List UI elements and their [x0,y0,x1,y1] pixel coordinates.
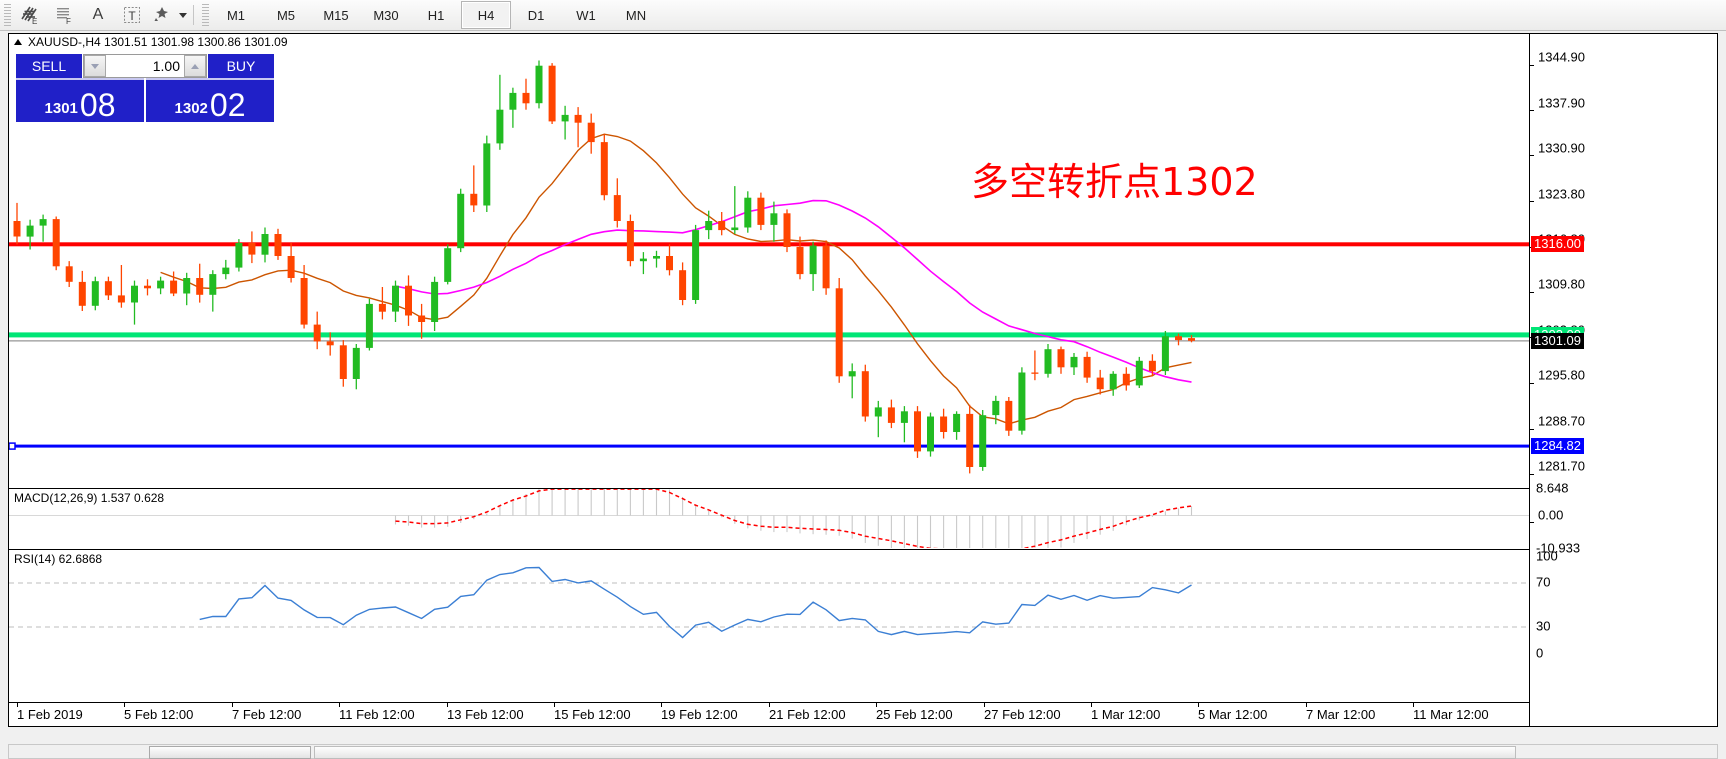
rsi-plot [9,566,1529,639]
volume-input[interactable]: 1.00 [83,54,207,78]
ask-price-prefix: 1302 [174,100,208,117]
volume-increment-button[interactable] [184,55,206,77]
macd-tick: 0.00 [1530,507,1563,530]
time-tick: 7 Feb 12:00 [232,702,301,722]
bid-price-pips: 08 [79,87,116,123]
fibonacci-icon[interactable]: F [47,2,81,28]
candlestick-plot [9,60,1529,474]
timeframe-h4-button[interactable]: H4 [461,1,511,29]
symbol-ohlc-text: XAUUSD-,H4 1301.51 1301.98 1300.86 1301.… [28,35,288,49]
macd-tick: 8.648 [1536,480,1569,496]
main-toolbar: E F A T [0,0,1726,31]
timeframe-m5-button[interactable]: M5 [276,7,296,23]
svg-text:T: T [128,9,136,23]
time-tick: 25 Feb 12:00 [876,702,953,722]
bid-price-panel[interactable]: 1301 08 [16,78,144,122]
order-level-badge[interactable]: 1284.82 [1531,438,1584,455]
time-tick: 11 Feb 12:00 [339,702,415,722]
objects-icon[interactable] [149,2,175,28]
oct-controls-row: SELL 1.00 BUY [16,54,274,78]
rsi-tick: 0 [1536,645,1544,661]
time-tick: 1 Feb 2019 [17,702,83,722]
timeframe-bar: M1 M5 M15 M30 H1 H4 D1 W1 MN [211,1,661,29]
price-tick: 1288.70 [1530,414,1585,436]
macd-label: MACD(12,26,9) 1.537 0.628 [14,491,165,505]
chart-symbol-header: XAUUSD-,H4 1301.51 1301.98 1300.86 1301.… [9,34,288,50]
price-tick: 1323.80 [1530,186,1585,209]
volume-value[interactable]: 1.00 [106,55,184,77]
last-price-badge[interactable]: 1301.09 [1531,332,1584,349]
chart-window[interactable]: XAUUSD-,H4 1301.51 1301.98 1300.86 1301.… [8,33,1718,727]
timeframe-m30-button[interactable]: M30 [373,7,399,23]
sell-button[interactable]: SELL [16,54,82,78]
resistance-level-badge[interactable]: 1316.00 [1531,236,1584,253]
objects-dropdown-icon[interactable] [175,2,189,28]
oct-price-row: 1301 08 1302 02 [16,78,274,122]
volume-decrement-button[interactable] [84,55,106,77]
svg-text:F: F [66,17,71,25]
price-tick: 1281.70 [1530,459,1585,481]
time-tick: 1 Mar 12:00 [1091,702,1160,722]
scrollbar-thumb-left[interactable] [149,746,311,759]
scrollbar-thumb-main[interactable] [314,746,1516,759]
time-tick: 15 Feb 12:00 [554,702,631,722]
timeframe-m15-button[interactable]: M15 [323,7,349,23]
rsi-pane[interactable]: RSI(14) 62.6868 [9,549,1529,659]
rsi-tick: 100 [1536,548,1558,564]
macd-tick: -10.933 [1536,540,1581,556]
ask-price-pips: 02 [209,87,246,123]
toolbar-separator [193,5,194,25]
timeframe-d1-button[interactable]: D1 [527,7,545,23]
chart-annotation-text[interactable]: 多空转折点1302 [971,160,1258,204]
time-tick: 11 Mar 12:00 [1413,702,1489,722]
macd-plot [9,489,1529,548]
time-tick: 5 Feb 12:00 [124,702,193,722]
buy-button[interactable]: BUY [208,54,274,78]
price-axis[interactable]: 1344.901337.901330.901323.801316.801309.… [1529,34,1717,726]
price-pane[interactable] [9,34,1529,487]
price-tick: 1337.90 [1530,95,1585,118]
timeframe-m1-button[interactable]: M1 [226,7,246,23]
rsi-tick: 30 [1536,618,1551,634]
toolbar-grip[interactable] [4,4,11,26]
timeframe-h1-button[interactable]: H1 [427,7,445,23]
price-tick: 1344.90 [1530,50,1585,72]
price-tick: 1330.90 [1530,140,1585,163]
one-click-trading-panel[interactable]: SELL 1.00 BUY 1301 08 [16,54,274,122]
time-tick: 27 Feb 12:00 [984,702,1061,722]
macd-pane[interactable]: MACD(12,26,9) 1.537 0.628 [9,488,1529,548]
time-tick: 7 Mar 12:00 [1306,702,1375,722]
time-axis[interactable]: 1 Feb 2019 5 Feb 12:00 7 Feb 12:00 11 Feb 1… [9,702,1529,726]
price-tick: 1309.80 [1530,277,1585,299]
horizontal-scrollbar[interactable] [8,744,1718,759]
chart-template-icon[interactable]: E [13,2,47,28]
text-tool-icon[interactable]: A [92,6,104,23]
time-tick: 19 Feb 12:00 [661,702,738,722]
text-label-icon[interactable]: T [115,2,149,28]
time-tick: 13 Feb 12:00 [447,702,524,722]
time-tick: 21 Feb 12:00 [769,702,846,722]
bid-price-prefix: 1301 [44,100,78,117]
collapse-triangle-icon[interactable] [14,39,22,45]
rsi-tick: 70 [1536,574,1551,590]
timeframe-mn-button[interactable]: MN [625,7,647,23]
ask-price-panel[interactable]: 1302 02 [146,78,274,122]
price-tick: 1295.80 [1530,368,1585,390]
rsi-label: RSI(14) 62.6868 [14,552,103,566]
svg-text:E: E [32,17,37,25]
timeframe-grip[interactable] [202,4,209,26]
time-tick: 5 Mar 12:00 [1198,702,1267,722]
timeframe-w1-button[interactable]: W1 [576,7,596,23]
